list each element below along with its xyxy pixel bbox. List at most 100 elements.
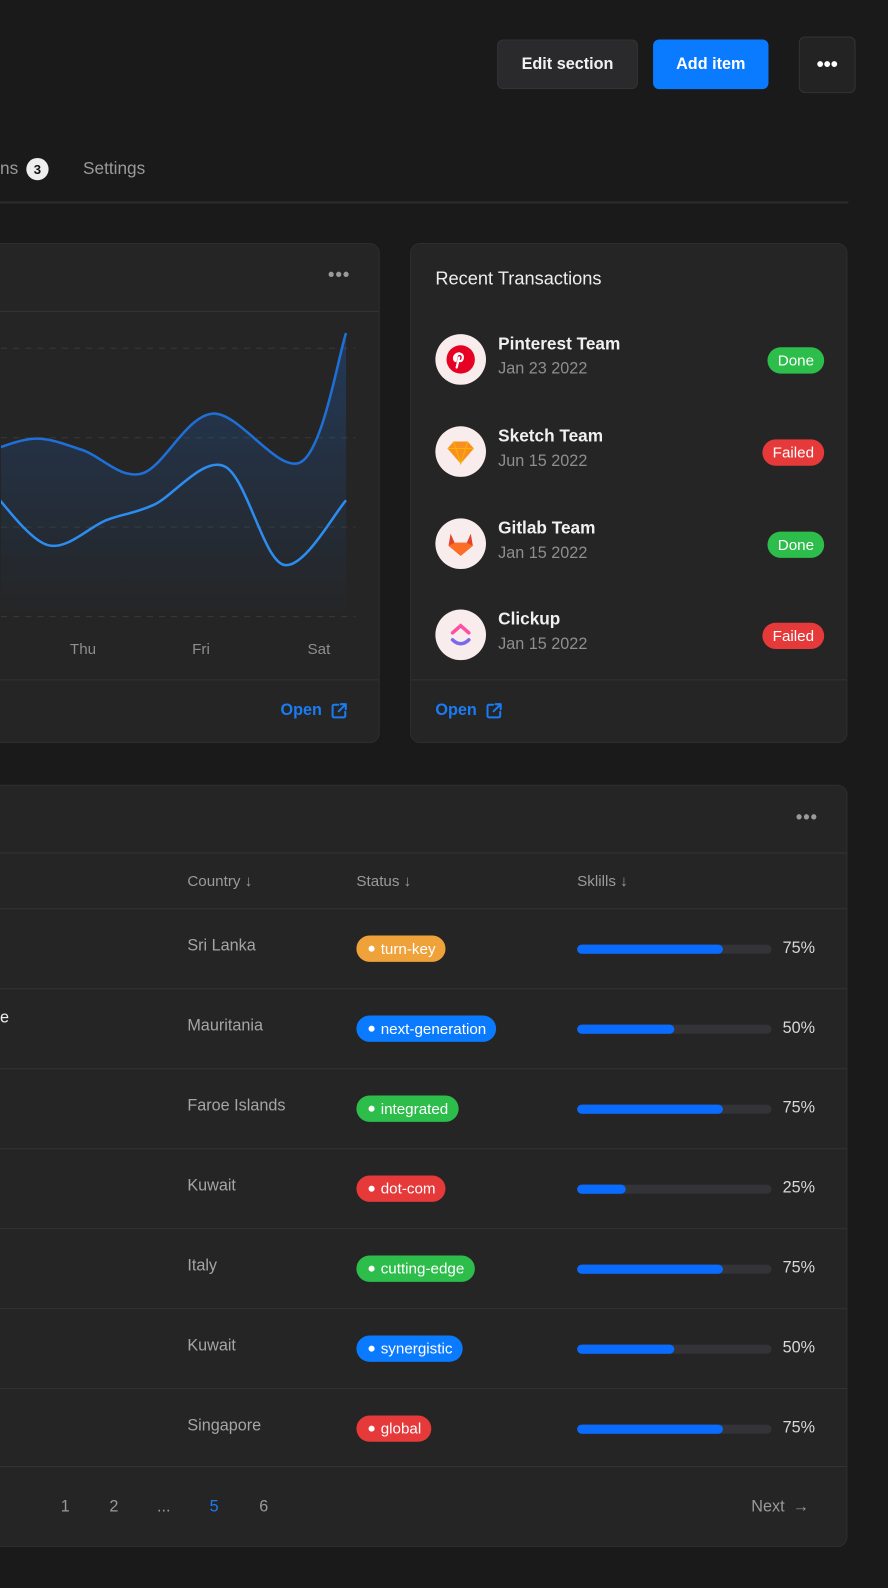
table-footer-divider xyxy=(0,1466,848,1468)
table-row[interactable]: Faroe Islands integrated 75% xyxy=(0,1068,848,1148)
country-cell: Mauritania xyxy=(187,1017,263,1035)
column-header-country[interactable]: Country ↓ xyxy=(187,872,253,890)
card-divider xyxy=(411,679,847,681)
external-link-icon xyxy=(331,703,347,719)
series-line-lower xyxy=(1,463,348,567)
edit-section-button[interactable]: Edit section xyxy=(497,39,638,90)
transaction-name: Pinterest Team xyxy=(498,334,621,354)
page-button[interactable]: 6 xyxy=(259,1498,269,1516)
page-button[interactable]: ... xyxy=(156,1498,171,1516)
skill-progress-bar xyxy=(577,1424,772,1434)
table-row[interactable]: e Mauritania next-generation 50% xyxy=(0,988,848,1068)
status-pill: synergistic xyxy=(356,1335,463,1362)
status-pill: integrated xyxy=(356,1095,459,1122)
transaction-name: Clickup xyxy=(498,609,561,629)
skill-progress-bar xyxy=(577,1024,772,1034)
skill-progress-fill xyxy=(577,944,723,954)
open-link[interactable]: Open xyxy=(435,702,503,720)
transaction-item[interactable]: Sketch Team Jun 15 2022 Failed xyxy=(435,426,825,477)
skill-percent: 75% xyxy=(782,1419,816,1437)
status-badge: Failed xyxy=(762,439,825,466)
country-cell: Sri Lanka xyxy=(187,937,256,955)
page-button[interactable]: 2 xyxy=(109,1498,119,1516)
skill-progress-fill xyxy=(577,1184,626,1194)
skill-percent: 75% xyxy=(782,939,816,957)
status-dot-icon xyxy=(368,1105,375,1112)
chart-card: ••• Thu Fri Sat Open xyxy=(0,243,380,744)
status-dot-icon xyxy=(368,1025,375,1032)
table-row[interactable]: Italy cutting-edge 75% xyxy=(0,1228,848,1308)
add-item-button[interactable]: Add item xyxy=(653,39,769,90)
card-title: Recent Transactions xyxy=(435,268,602,289)
skill-progress-fill xyxy=(577,1104,723,1114)
clickup-logo-icon xyxy=(435,609,487,661)
status-pill: cutting-edge xyxy=(356,1255,475,1282)
table-header-divider xyxy=(0,852,848,854)
column-header-skills[interactable]: Sklills ↓ xyxy=(577,872,628,890)
status-pill: dot-com xyxy=(356,1175,446,1202)
status-pill: next-generation xyxy=(356,1015,497,1042)
more-horizontal-icon[interactable]: ••• xyxy=(328,264,351,285)
open-link[interactable]: Open xyxy=(280,702,348,720)
tab-count-badge: 3 xyxy=(26,157,49,181)
transaction-date: Jan 15 2022 xyxy=(498,635,588,654)
sort-down-icon: ↓ xyxy=(403,872,412,890)
status-badge: Failed xyxy=(762,622,825,650)
status-dot-icon xyxy=(368,1265,375,1272)
skill-progress-bar xyxy=(577,1104,772,1114)
more-horizontal-icon[interactable]: ••• xyxy=(795,806,819,828)
card-divider xyxy=(0,310,379,312)
pinterest-logo-icon xyxy=(435,334,487,385)
status-pill: turn-key xyxy=(356,935,446,962)
page-button[interactable]: 1 xyxy=(60,1498,70,1516)
line-chart: Thu Fri Sat xyxy=(1,332,356,658)
status-pill: global xyxy=(356,1415,432,1442)
skill-progress-bar xyxy=(577,1344,772,1354)
sort-down-icon: ↓ xyxy=(620,872,628,890)
next-page-button[interactable]: Next → xyxy=(751,1498,809,1516)
country-cell: Italy xyxy=(187,1257,218,1275)
skill-progress-fill xyxy=(577,1264,723,1274)
table-row[interactable]: Sri Lanka turn-key 75% xyxy=(0,908,848,988)
recent-transactions-card: Recent Transactions Pinterest Team Jan 2… xyxy=(410,243,848,744)
skill-progress-bar xyxy=(577,1184,772,1194)
country-cell: Kuwait xyxy=(187,1337,236,1355)
more-options-button[interactable]: ••• xyxy=(798,36,856,94)
transaction-name: Sketch Team xyxy=(498,426,604,446)
country-cell: Singapore xyxy=(187,1417,262,1435)
skill-progress-bar xyxy=(577,944,772,954)
country-cell: Kuwait xyxy=(187,1177,236,1195)
transaction-item[interactable]: Pinterest Team Jan 23 2022 Done xyxy=(435,334,825,385)
table-row[interactable]: Kuwait dot-com 25% xyxy=(0,1148,848,1228)
skill-percent: 50% xyxy=(782,1019,816,1037)
tab-partial[interactable]: ns 3 xyxy=(0,157,49,181)
skill-progress-fill xyxy=(577,1424,723,1434)
skill-percent: 75% xyxy=(782,1259,816,1277)
tab-label: ns xyxy=(0,158,19,179)
transaction-date: Jan 15 2022 xyxy=(498,544,588,562)
status-dot-icon xyxy=(368,1185,375,1192)
skill-progress-fill xyxy=(577,1024,675,1034)
skill-progress-fill xyxy=(577,1344,675,1354)
status-dot-icon xyxy=(368,945,375,952)
arrow-right-icon: → xyxy=(792,1498,809,1516)
status-badge: Done xyxy=(767,347,825,374)
table-row[interactable]: Kuwait synergistic 50% xyxy=(0,1308,848,1388)
tab-settings[interactable]: Settings xyxy=(83,158,146,179)
x-tick-label: Thu xyxy=(70,641,96,658)
name-cell: e xyxy=(0,1009,10,1027)
skill-percent: 75% xyxy=(782,1099,816,1117)
page-button[interactable]: 5 xyxy=(209,1498,219,1516)
transaction-date: Jan 23 2022 xyxy=(498,360,588,378)
country-cell: Faroe Islands xyxy=(187,1097,286,1115)
transaction-item[interactable]: Clickup Jan 15 2022 Failed xyxy=(435,609,825,661)
gitlab-logo-icon xyxy=(435,518,487,570)
x-tick-label: Fri xyxy=(192,641,210,658)
skill-percent: 25% xyxy=(782,1179,816,1197)
skill-progress-bar xyxy=(577,1264,772,1274)
column-header-status[interactable]: Status ↓ xyxy=(356,872,412,890)
status-dot-icon xyxy=(368,1425,375,1432)
table-row[interactable]: Singapore global 75% xyxy=(0,1388,848,1468)
transaction-item[interactable]: Gitlab Team Jan 15 2022 Done xyxy=(435,518,825,570)
x-tick-label: Sat xyxy=(308,641,332,658)
